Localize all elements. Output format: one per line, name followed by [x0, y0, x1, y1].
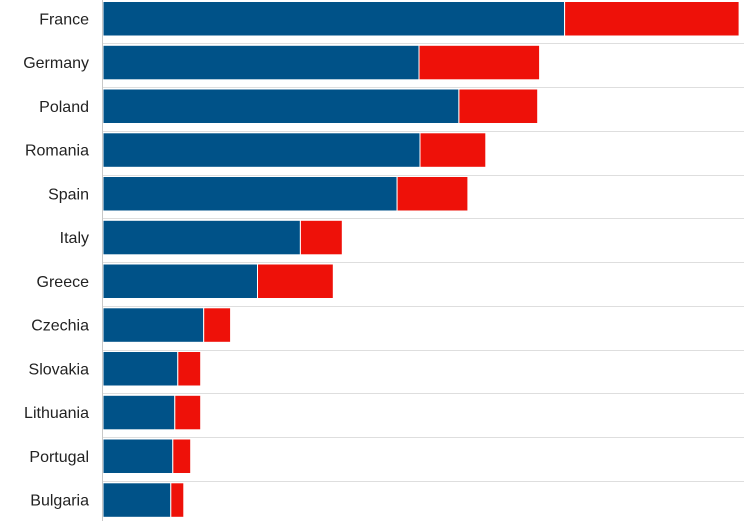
bar-segment-1-bulgaria [102, 482, 172, 518]
bar-segment-1-italy [102, 219, 301, 256]
category-label: Lithuania [24, 405, 89, 422]
gridlines [103, 43, 744, 482]
category-label: Czechia [31, 318, 89, 335]
bar-segment-2-germany [418, 44, 541, 81]
category-label: Italy [60, 230, 89, 247]
bar-segment-2-lithuania [174, 394, 202, 431]
category-label: Spain [48, 186, 89, 203]
bar-segment-1-lithuania [102, 394, 176, 431]
category-label: Greece [37, 274, 90, 291]
bar-segment-2-greece [257, 263, 334, 299]
category-label: Romania [25, 143, 89, 160]
bar-segment-2-bulgaria [170, 482, 185, 518]
category-label: Poland [39, 99, 89, 116]
bar-segment-2-portugal [172, 438, 192, 474]
bar-segment-1-poland [102, 88, 460, 124]
bar-segment-2-italy [299, 219, 343, 256]
bar-segment-1-romania [102, 132, 421, 168]
bar-segment-2-romania [419, 132, 487, 168]
bar-segment-2-france [564, 1, 740, 37]
category-label: Bulgaria [30, 493, 89, 510]
bar-segment-1-greece [102, 263, 258, 299]
bar-segment-1-spain [102, 176, 398, 212]
bar-segment-2-czechia [203, 307, 232, 343]
bar-segment-2-poland [458, 88, 539, 124]
category-labels: France Germany Poland Romania Spain Italy Gree… [23, 11, 89, 509]
bar-segment-2-slovakia [177, 351, 202, 387]
category-label: Portugal [29, 449, 89, 466]
bar-segment-1-france [102, 1, 566, 37]
bar-segment-1-czechia [102, 307, 205, 343]
category-label: Germany [23, 55, 89, 72]
category-label: Slovakia [29, 361, 90, 378]
bar-segment-1-portugal [102, 438, 174, 474]
bar-segment-2-spain [396, 176, 469, 212]
bars [102, 1, 740, 518]
category-label: France [39, 11, 89, 28]
bar-segment-1-germany [102, 44, 420, 81]
bar-segment-1-slovakia [102, 351, 179, 387]
